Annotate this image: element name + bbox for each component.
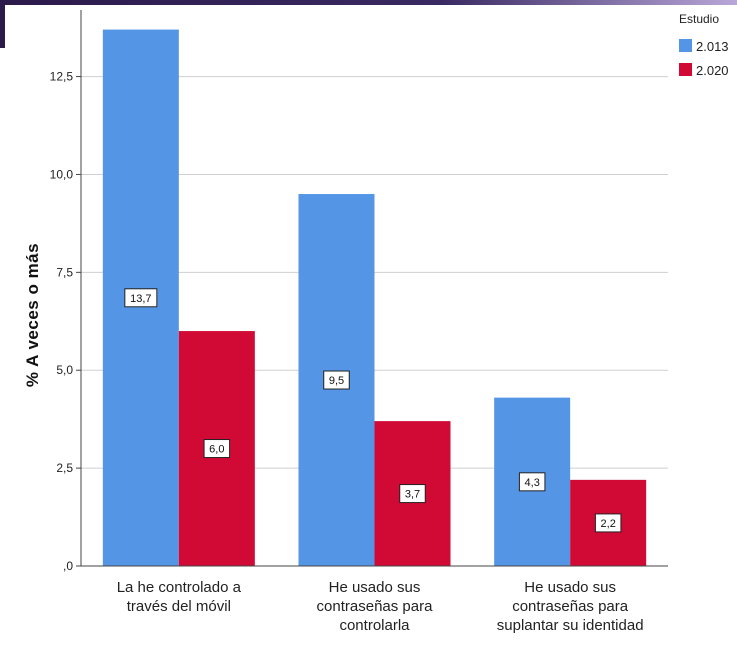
top-decorative-bar [0,0,737,5]
data-label-box [124,288,158,308]
data-label-box [323,370,350,390]
data-label: 13,7 [124,288,158,308]
data-label: 2,2 [594,513,622,533]
y-tick-label: 12,5 [50,70,74,84]
y-axis-ticks: ,0 2,5 5,0 7,5 10,0 12,5 [50,70,81,573]
legend-label-2020: 2.020 [696,63,729,78]
legend: Estudio 2.013 2.020 [679,12,729,78]
data-label-box [399,484,426,504]
bars [102,29,647,567]
category-labels: La he controlado a través del móvil He usa… [117,579,644,634]
y-tick-label: 10,0 [50,167,74,181]
data-labels: 13,7 6,0 9,5 3,7 4,3 2,2 [124,288,622,533]
left-decorative-bar [0,0,5,48]
legend-swatch-2020 [679,63,692,76]
y-tick-label: 5,0 [56,363,73,377]
y-tick-label: 2,5 [56,461,73,475]
data-label-text: 9,5 [329,375,344,387]
data-label-text: 6,0 [209,444,224,456]
data-label-box [518,472,546,492]
data-label-box [203,439,231,459]
data-label: 6,0 [203,439,231,459]
y-tick-label: 7,5 [56,265,73,279]
data-label: 3,7 [399,484,426,504]
data-label-text: 3,7 [405,489,420,501]
category-label-3: He usado sus contraseñas para suplantar su… [497,579,644,634]
category-label-1: La he controlado a través del móvil [117,579,242,615]
category-label-2: He usado sus contraseñas para controlarla [317,579,434,634]
data-label-text: 2,2 [601,518,616,530]
data-label-box [594,513,622,533]
data-label: 9,5 [323,370,350,390]
data-label: 4,3 [518,472,546,492]
y-axis-label: % A veces o más [23,243,42,387]
legend-label-2013: 2.013 [696,39,729,54]
y-tick-label: ,0 [63,559,73,573]
data-label-text: 13,7 [130,293,151,305]
data-label-text: 4,3 [525,477,540,489]
legend-title: Estudio [679,12,719,26]
legend-swatch-2013 [679,39,692,52]
